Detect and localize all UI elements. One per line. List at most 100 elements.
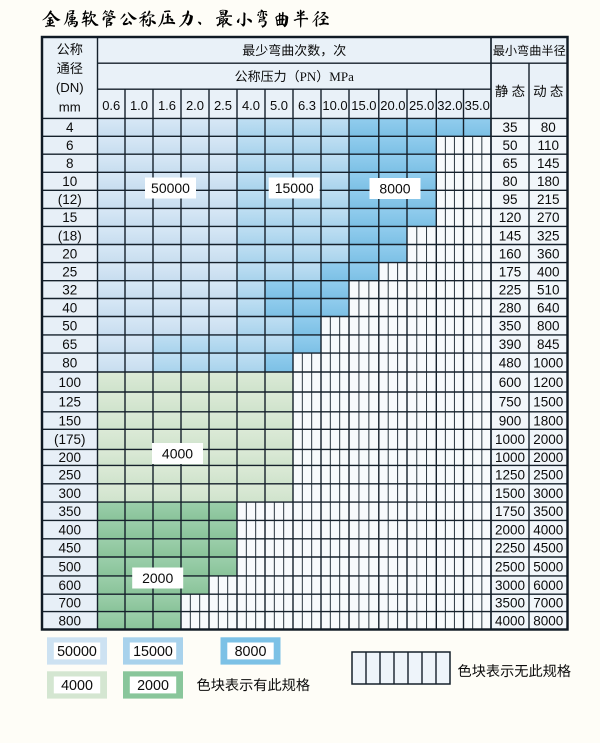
svg-text:80: 80 [541,120,556,135]
svg-text:15: 15 [62,210,77,225]
svg-text:4000: 4000 [162,445,193,461]
svg-text:20: 20 [62,246,77,261]
svg-text:845: 845 [537,337,560,352]
svg-text:750: 750 [499,395,522,410]
svg-text:95: 95 [502,192,517,207]
svg-text:390: 390 [499,337,522,352]
svg-text:65: 65 [502,156,517,171]
svg-text:35: 35 [502,120,517,135]
svg-text:35.0: 35.0 [465,98,490,113]
svg-text:4: 4 [66,120,74,135]
svg-text:6: 6 [66,138,74,153]
svg-text:2.0: 2.0 [186,98,204,113]
svg-text:325: 325 [537,228,560,243]
svg-text:50: 50 [502,138,517,153]
svg-text:50: 50 [62,319,77,334]
svg-text:500: 500 [58,559,81,574]
svg-text:8000: 8000 [533,613,563,628]
svg-text:10.0: 10.0 [322,98,347,113]
svg-text:145: 145 [537,156,560,171]
svg-text:静 态: 静 态 [495,80,525,100]
svg-text:50000: 50000 [151,180,190,196]
svg-text:40: 40 [62,300,77,315]
svg-text:350: 350 [499,319,522,334]
svg-text:800: 800 [58,613,81,628]
svg-text:100: 100 [58,375,81,390]
svg-text:15.0: 15.0 [351,98,376,113]
svg-text:公称压力（PN）MPa: 公称压力（PN）MPa [235,66,354,85]
svg-text:300: 300 [58,486,81,501]
svg-text:8000: 8000 [379,180,410,196]
svg-text:3500: 3500 [533,504,563,519]
svg-text:400: 400 [537,264,560,279]
svg-text:2.5: 2.5 [214,98,232,113]
svg-text:110: 110 [537,138,559,153]
svg-text:1250: 1250 [495,467,525,482]
svg-text:6000: 6000 [533,578,563,593]
svg-text:色块表示有此规格: 色块表示有此规格 [197,675,311,695]
svg-text:65: 65 [62,337,77,352]
svg-text:2000: 2000 [533,450,563,465]
svg-text:2500: 2500 [495,559,525,574]
svg-text:1000: 1000 [495,432,525,447]
svg-text:2250: 2250 [495,541,525,556]
svg-text:4000: 4000 [61,678,93,694]
svg-text:2000: 2000 [533,432,563,447]
svg-text:7000: 7000 [533,596,563,611]
svg-text:215: 215 [537,192,560,207]
svg-text:8000: 8000 [235,644,267,660]
svg-text:金属软管公称压力、最小弯曲半径: 金属软管公称压力、最小弯曲半径 [42,10,330,29]
svg-text:(12): (12) [58,192,82,207]
svg-text:3500: 3500 [495,596,525,611]
svg-text:700: 700 [58,596,81,611]
svg-text:1750: 1750 [495,504,525,519]
svg-text:2000: 2000 [137,678,169,694]
svg-text:160: 160 [499,246,522,261]
svg-text:0.6: 0.6 [102,98,120,113]
svg-text:2000: 2000 [495,522,525,537]
svg-text:480: 480 [499,355,522,370]
svg-text:通径: 通径 [57,58,83,77]
svg-text:600: 600 [58,578,81,593]
svg-text:4000: 4000 [533,522,563,537]
svg-text:32.0: 32.0 [437,98,462,113]
svg-text:1000: 1000 [533,355,563,370]
svg-text:4000: 4000 [495,613,525,628]
svg-text:(DN): (DN) [56,80,84,95]
svg-text:350: 350 [58,504,81,519]
svg-text:15000: 15000 [133,644,173,660]
svg-text:动 态: 动 态 [533,80,563,100]
svg-text:最小弯曲半径: 最小弯曲半径 [493,41,566,59]
svg-text:150: 150 [58,413,81,428]
svg-text:(175): (175) [54,432,86,447]
svg-text:10: 10 [62,174,77,189]
svg-text:3000: 3000 [533,486,563,501]
svg-text:15000: 15000 [275,180,314,196]
svg-text:1.0: 1.0 [130,98,148,113]
svg-text:175: 175 [499,264,522,279]
svg-text:120: 120 [499,210,522,225]
svg-text:5000: 5000 [533,559,563,574]
svg-text:450: 450 [58,541,81,556]
svg-text:25.0: 25.0 [409,98,434,113]
svg-text:1800: 1800 [533,413,563,428]
svg-text:600: 600 [499,375,522,390]
svg-text:32: 32 [62,282,77,297]
svg-text:1000: 1000 [495,450,525,465]
svg-text:360: 360 [537,246,560,261]
svg-text:80: 80 [62,355,77,370]
svg-text:145: 145 [499,228,522,243]
svg-text:900: 900 [499,413,522,428]
svg-text:6.3: 6.3 [298,98,316,113]
svg-text:50000: 50000 [57,644,97,660]
svg-text:3000: 3000 [495,578,525,593]
svg-text:公称: 公称 [57,39,83,58]
svg-text:20.0: 20.0 [380,98,405,113]
svg-text:8: 8 [66,156,74,171]
svg-text:1.6: 1.6 [158,98,176,113]
svg-text:250: 250 [58,467,81,482]
svg-text:400: 400 [58,522,81,537]
svg-text:色块表示无此规格: 色块表示无此规格 [458,661,572,681]
svg-text:200: 200 [58,450,81,465]
svg-text:510: 510 [537,282,560,297]
